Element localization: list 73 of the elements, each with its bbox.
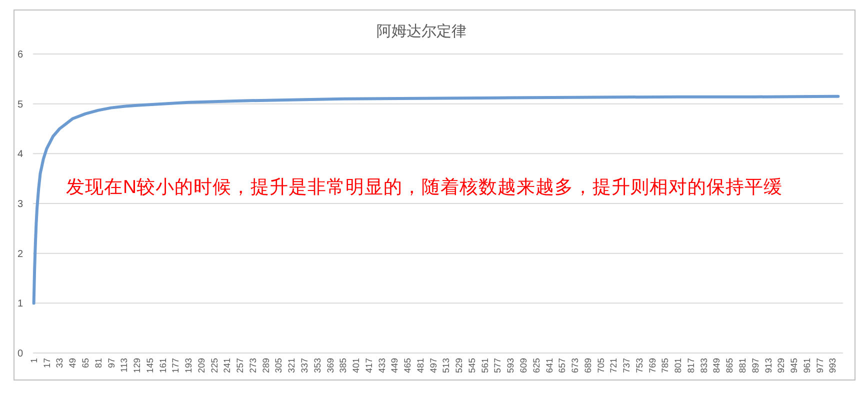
x-tick-label: 65 [80,358,90,368]
x-tick-label: 929 [776,358,786,374]
x-tick-label: 1 [28,358,39,364]
x-tick-label: 49 [68,358,78,368]
x-tick-label: 865 [724,358,735,374]
x-tick-label: 689 [582,358,593,374]
x-tick-label: 897 [750,358,760,374]
x-tick-label: 833 [698,358,709,374]
x-tick-label: 177 [170,358,181,374]
x-tick-label: 369 [325,358,336,374]
x-tick-label: 817 [686,358,696,374]
x-tick-label: 497 [428,358,438,374]
x-tick-label: 97 [106,358,116,368]
x-tick-label: 449 [390,358,400,374]
x-tick-label: 609 [518,358,528,374]
x-tick-label: 913 [763,358,774,374]
x-tick-label: 465 [402,358,413,374]
x-tick-label: 993 [828,358,838,374]
x-tick-label: 385 [338,358,348,374]
annotation: 发现在N较小的时候，提升是非常明显的，随着核数越来越多，提升则相对的保持平缓 [66,176,782,197]
x-tick-label: 849 [712,358,722,374]
x-tick-label: 673 [570,358,580,374]
x-tick-label: 353 [312,358,322,374]
chart-title: 阿姆达尔定律 [376,23,466,40]
y-tick-label: 4 [17,149,24,160]
x-tick-label: 209 [196,358,206,374]
y-tick-label: 6 [17,50,24,60]
x-tick-label: 401 [351,358,362,374]
x-tick-label: 257 [235,358,246,374]
x-tick-label: 801 [673,358,684,374]
x-tick-label: 161 [158,358,168,374]
x-tick-label: 705 [596,358,606,374]
x-tick-label: 945 [789,358,800,374]
x-tick-label: 481 [415,358,426,374]
x-tick-label: 17 [42,358,52,368]
x-tick-label: 113 [119,358,130,372]
x-tick-label: 145 [144,358,155,374]
x-tick-label: 785 [660,358,670,374]
x-tick-label: 225 [209,358,220,374]
x-tick-label: 753 [634,358,644,374]
x-tick-label: 241 [222,358,232,374]
x-tick-label: 657 [557,358,568,374]
line-series [32,94,840,305]
y-tick-label: 0 [17,348,24,360]
x-tick-label: 577 [492,358,503,374]
x-tick-label: 769 [647,358,658,374]
x-tick-label: 273 [248,358,258,374]
y-tick-label: 2 [17,248,24,260]
x-tick-label: 33 [54,358,65,368]
x-tick-label: 289 [260,358,271,374]
y-tick-label: 3 [17,199,24,210]
x-tick-label: 593 [506,358,516,374]
x-tick-label: 529 [454,358,464,374]
x-tick-label: 737 [622,358,632,374]
x-tick-label: 977 [814,358,825,374]
x-tick-label: 545 [466,358,477,374]
y-tick-label: 5 [17,99,24,110]
x-tick-label: 81 [93,358,104,368]
x-tick-label: 337 [299,358,310,374]
y-tick-label: 1 [17,298,24,310]
x-tick-label: 625 [531,358,542,374]
x-tick-label: 721 [608,358,619,374]
x-tick-label: 513 [441,358,452,374]
x-tick-label: 417 [364,358,374,374]
x-tick-label: 881 [738,358,748,374]
x-tick-label: 321 [286,358,297,374]
x-tick-label: 305 [274,358,284,374]
x-tick-label: 129 [132,358,142,374]
x-tick-label: 641 [544,358,554,374]
x-tick-label: 561 [480,358,490,374]
x-tick-label: 961 [802,358,812,374]
x-tick-label: 433 [376,358,387,374]
x-tick-label: 193 [184,358,194,374]
